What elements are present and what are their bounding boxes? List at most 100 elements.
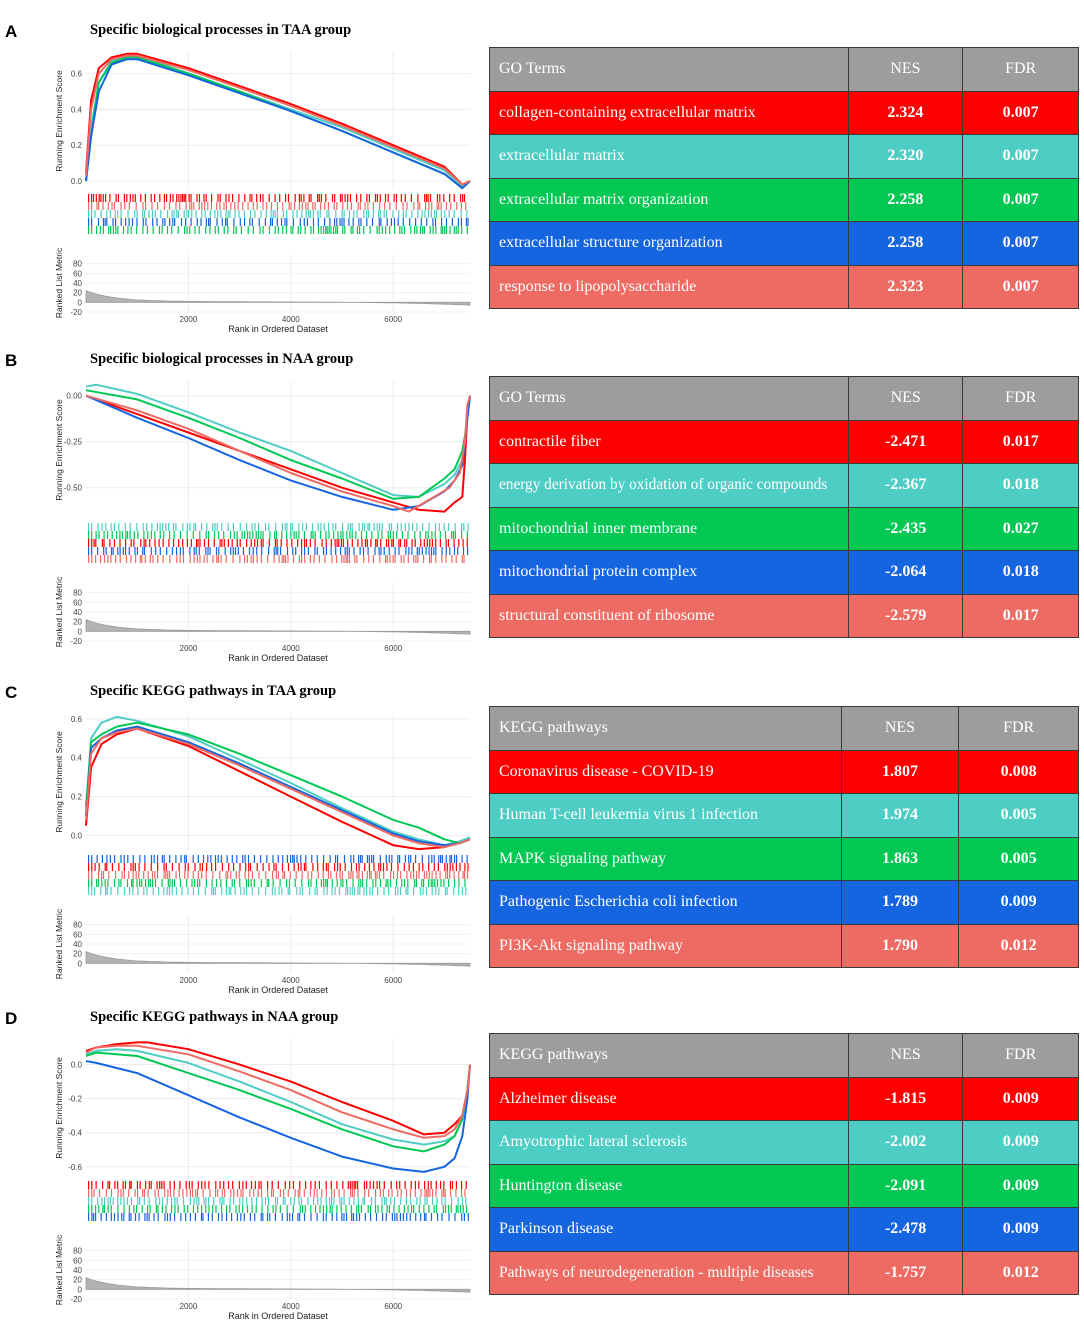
gene-hit-mark: [195, 547, 197, 555]
gene-hit-mark: [457, 1205, 459, 1213]
gene-hit-mark: [465, 1197, 467, 1205]
gene-hit-mark: [466, 871, 469, 879]
gene-hit-mark: [171, 863, 173, 871]
gene-hit-mark: [271, 218, 273, 226]
gene-hit-mark: [113, 202, 115, 210]
gene-hit-mark: [147, 531, 149, 539]
gene-hit-mark: [136, 1181, 138, 1189]
fdr-cell: 0.009: [962, 1120, 1079, 1165]
gene-hit-mark: [351, 887, 353, 895]
gene-hit-mark: [88, 871, 90, 879]
enrichment-line: [85, 56, 471, 190]
table-row: response to lipopolysaccharide 2.323 0.007: [489, 264, 1079, 309]
gene-hit-mark: [260, 555, 262, 563]
gene-hit-mark: [275, 531, 278, 539]
gene-hit-mark: [101, 871, 103, 879]
gene-hit-mark: [91, 887, 93, 895]
gene-hit-mark: [410, 871, 412, 879]
gene-hit-mark: [232, 547, 234, 555]
gene-hit-mark: [445, 539, 447, 547]
term-cell: PI3K-Akt signaling pathway: [489, 923, 842, 968]
enrichment-line: [85, 1041, 471, 1136]
gene-hit-mark: [172, 523, 175, 531]
gene-hit-mark: [225, 210, 227, 218]
gene-hit-mark: [428, 523, 430, 531]
gene-hit-mark: [390, 218, 392, 226]
gene-hit-mark: [149, 555, 151, 563]
gene-hit-mark: [238, 194, 240, 202]
gene-hit-mark: [241, 531, 243, 539]
gene-hit-mark: [207, 202, 209, 210]
gene-hit-mark: [369, 523, 371, 531]
gene-hit-mark: [336, 218, 338, 226]
gene-hit-mark: [131, 879, 133, 887]
gene-hit-mark: [189, 202, 191, 210]
fdr-cell: 0.007: [962, 264, 1079, 309]
gene-hit-mark: [303, 218, 305, 226]
gene-hit-mark: [310, 879, 312, 887]
gene-hit-mark: [429, 1189, 431, 1197]
gene-hit-mark: [301, 555, 303, 563]
gene-hit-mark: [403, 226, 406, 234]
gene-hit-mark: [153, 1213, 155, 1221]
metric-tick-label: 80: [73, 260, 82, 269]
gene-hit-mark: [365, 531, 368, 539]
gene-hit-mark: [462, 547, 465, 555]
gene-hit-mark: [435, 539, 437, 547]
gene-hit-mark: [348, 871, 350, 879]
gene-hit-mark: [323, 879, 325, 887]
gene-hit-mark: [416, 547, 418, 555]
gene-hit-mark: [133, 539, 135, 547]
gene-hit-mark: [358, 871, 360, 879]
gene-hit-mark: [110, 523, 112, 531]
gene-hit-mark: [110, 555, 112, 563]
gene-hit-mark: [223, 531, 225, 539]
gene-hit-mark: [287, 194, 290, 202]
gene-hit-mark: [369, 871, 371, 879]
gene-hit-mark: [245, 1181, 247, 1189]
gene-hit-mark: [393, 871, 395, 879]
gene-hit-mark: [309, 539, 311, 547]
gene-hit-mark: [103, 539, 105, 547]
gene-hit-mark: [447, 523, 450, 531]
gene-hit-mark: [358, 879, 360, 887]
gene-hit-mark: [290, 1197, 292, 1205]
gene-hit-mark: [189, 555, 191, 563]
gene-hit-mark: [419, 226, 421, 234]
gene-hit-mark: [444, 1197, 446, 1205]
gene-hit-mark: [252, 531, 254, 539]
gene-hit-mark: [301, 879, 303, 887]
gene-hit-mark: [249, 194, 251, 202]
gene-hit-mark: [248, 871, 250, 879]
gene-hit-mark: [430, 1213, 433, 1221]
gene-hit-mark: [91, 871, 93, 879]
gene-hit-mark: [185, 1213, 187, 1221]
gene-hit-mark: [275, 547, 277, 555]
gene-hit-mark: [171, 210, 173, 218]
gene-hit-mark: [106, 218, 108, 226]
gene-hit-mark: [152, 887, 154, 895]
gene-hit-mark: [266, 1213, 269, 1221]
gene-hit-mark: [137, 1189, 139, 1197]
gene-hit-mark: [350, 863, 353, 871]
panel-letter: A: [5, 22, 18, 41]
gene-hit-mark: [227, 226, 229, 234]
header-fdr: FDR: [962, 47, 1079, 92]
gene-hit-mark: [441, 547, 443, 555]
gene-hit-mark: [294, 1189, 296, 1197]
table-row: MAPK signaling pathway 1.863 0.005: [489, 836, 1079, 881]
gene-hit-mark: [240, 1213, 242, 1221]
gene-hit-mark: [271, 1181, 273, 1189]
gene-hit-mark: [404, 1181, 406, 1189]
gene-hit-mark: [426, 1197, 428, 1205]
gene-hit-mark: [246, 1205, 249, 1213]
enrichment-line: [85, 54, 471, 188]
gene-hit-mark: [118, 523, 120, 531]
gene-hit-mark: [136, 879, 138, 887]
gene-hit-mark: [107, 1205, 109, 1213]
gene-hit-mark: [282, 202, 284, 210]
gene-hit-mark: [444, 887, 447, 895]
gene-hit-mark: [146, 887, 148, 895]
gene-hit-mark: [148, 879, 150, 887]
